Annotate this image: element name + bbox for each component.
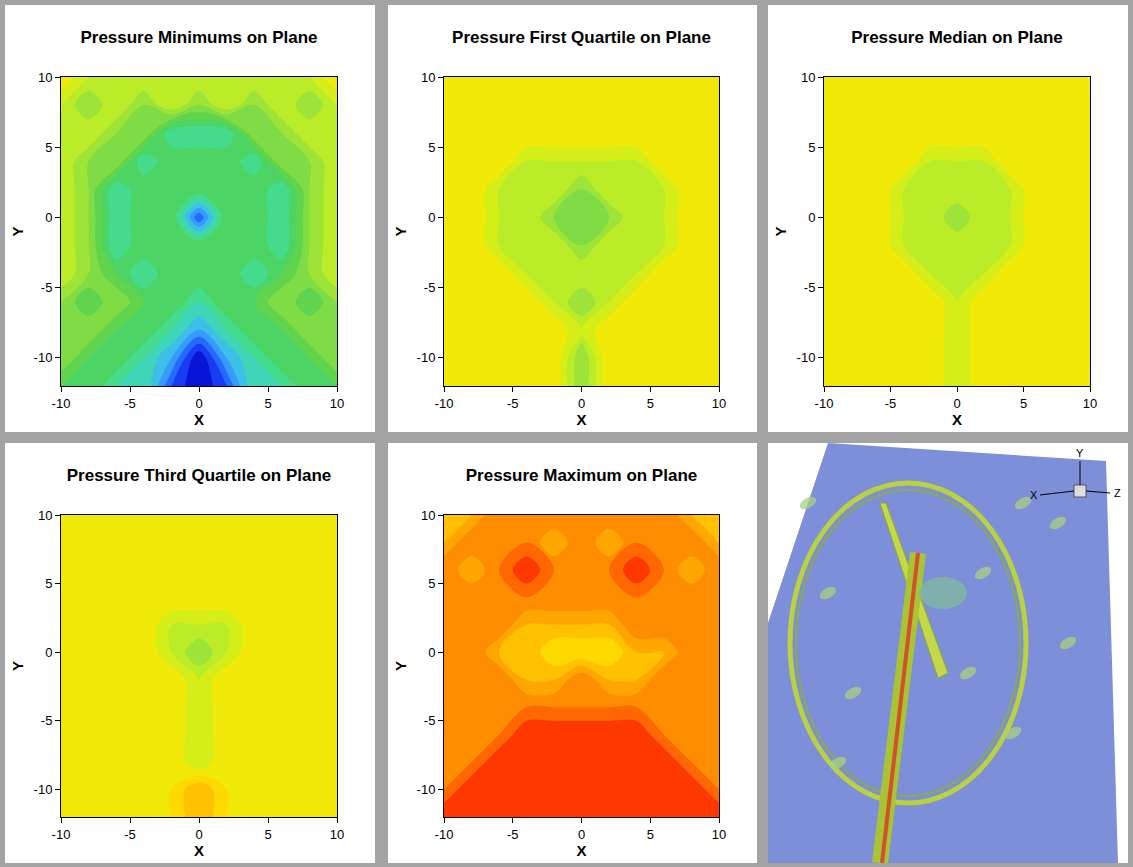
svg-text:5: 5 — [808, 140, 815, 155]
svg-text:-10: -10 — [34, 782, 53, 797]
svg-text:0: 0 — [45, 645, 52, 660]
svg-text:-10: -10 — [417, 782, 436, 797]
svg-text:-5: -5 — [41, 713, 53, 728]
svg-text:Y: Y — [9, 226, 26, 236]
svg-text:-10: -10 — [435, 827, 454, 842]
svg-text:-5: -5 — [507, 827, 519, 842]
svg-text:0: 0 — [428, 210, 435, 225]
svg-text:-5: -5 — [124, 396, 136, 411]
svg-text:5: 5 — [1020, 396, 1027, 411]
svg-text:0: 0 — [45, 210, 52, 225]
svg-text:0: 0 — [808, 210, 815, 225]
svg-text:10: 10 — [330, 827, 344, 842]
svg-text:10: 10 — [1083, 396, 1097, 411]
svg-text:10: 10 — [38, 508, 52, 523]
svg-text:10: 10 — [38, 70, 52, 85]
svg-text:Pressure First Quartile on Pla: Pressure First Quartile on Plane — [452, 28, 711, 47]
svg-text:X: X — [576, 842, 586, 859]
svg-text:10: 10 — [801, 70, 815, 85]
svg-text:10: 10 — [712, 827, 726, 842]
svg-text:Y: Y — [9, 661, 26, 671]
svg-text:5: 5 — [264, 396, 271, 411]
svg-text:Y: Y — [772, 226, 789, 236]
svg-text:-5: -5 — [124, 827, 136, 842]
svg-text:0: 0 — [428, 645, 435, 660]
svg-text:10: 10 — [330, 396, 344, 411]
svg-text:X: X — [952, 411, 962, 428]
svg-text:0: 0 — [953, 396, 960, 411]
svg-text:10: 10 — [712, 396, 726, 411]
svg-text:0: 0 — [578, 396, 585, 411]
svg-text:-5: -5 — [885, 396, 897, 411]
svg-text:X: X — [1030, 489, 1038, 501]
svg-text:-10: -10 — [52, 827, 71, 842]
svg-text:5: 5 — [45, 140, 52, 155]
svg-text:5: 5 — [264, 827, 271, 842]
svg-text:0: 0 — [578, 827, 585, 842]
svg-text:-5: -5 — [804, 280, 816, 295]
svg-text:Pressure Minimums on Plane: Pressure Minimums on Plane — [80, 28, 317, 47]
svg-text:5: 5 — [428, 576, 435, 591]
svg-text:Z: Z — [1114, 487, 1121, 499]
svg-text:X: X — [194, 842, 204, 859]
svg-text:10: 10 — [421, 508, 435, 523]
svg-text:Pressure Maximum on Plane: Pressure Maximum on Plane — [466, 466, 697, 485]
svg-text:5: 5 — [647, 396, 654, 411]
svg-text:X: X — [576, 411, 586, 428]
svg-text:-5: -5 — [507, 396, 519, 411]
svg-text:-5: -5 — [424, 280, 436, 295]
svg-text:-10: -10 — [435, 396, 454, 411]
svg-text:-10: -10 — [797, 350, 816, 365]
svg-text:Y: Y — [392, 661, 409, 671]
svg-text:Y: Y — [1076, 447, 1084, 459]
svg-text:5: 5 — [428, 140, 435, 155]
svg-text:Y: Y — [392, 226, 409, 236]
svg-text:Pressure Third Quartile on Pla: Pressure Third Quartile on Plane — [67, 466, 332, 485]
svg-text:Pressure Median on Plane: Pressure Median on Plane — [851, 28, 1063, 47]
svg-text:-10: -10 — [52, 396, 71, 411]
svg-text:-10: -10 — [417, 350, 436, 365]
svg-text:-10: -10 — [815, 396, 834, 411]
svg-text:5: 5 — [647, 827, 654, 842]
svg-text:-5: -5 — [424, 713, 436, 728]
svg-text:-10: -10 — [34, 350, 53, 365]
svg-text:-5: -5 — [41, 280, 53, 295]
svg-text:0: 0 — [195, 396, 202, 411]
svg-text:0: 0 — [195, 827, 202, 842]
svg-text:X: X — [194, 411, 204, 428]
svg-text:5: 5 — [45, 576, 52, 591]
svg-text:10: 10 — [421, 70, 435, 85]
